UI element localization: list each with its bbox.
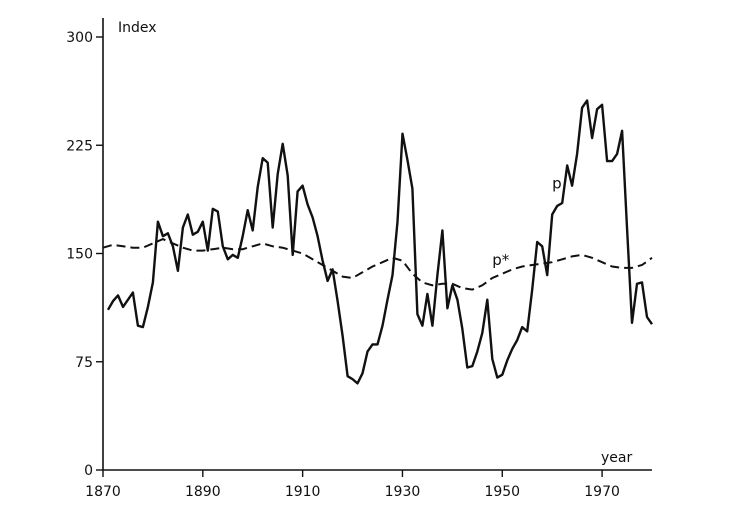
tick-labels: 0 75 150 225 300 1870 1890 1910 1930 1950 1970 [66, 30, 620, 500]
series-labels: p p* [492, 175, 561, 269]
x-tick-label: 1870 [85, 484, 121, 500]
series-label-p-star: p* [492, 251, 510, 269]
x-axis-label: year [601, 450, 632, 466]
x-tick-label: 1890 [185, 484, 221, 500]
y-tick-label: 0 [84, 463, 93, 479]
ticks [96, 36, 603, 477]
y-tick-label: 225 [66, 138, 93, 154]
axes [102, 18, 652, 471]
x-tick-label: 1930 [385, 484, 421, 500]
y-tick-label: 75 [75, 355, 93, 371]
series-layer [102, 99, 653, 385]
y-axis-label: Index [118, 20, 157, 36]
x-tick-label: 1970 [584, 484, 620, 500]
y-tick-label: 300 [66, 30, 93, 46]
series-line-p-star [102, 238, 653, 291]
x-tick-label: 1950 [484, 484, 520, 500]
series-label-p: p [552, 175, 562, 193]
x-tick-label: 1910 [285, 484, 321, 500]
y-tick-label: 150 [66, 247, 93, 263]
series-line-p [106, 99, 653, 385]
